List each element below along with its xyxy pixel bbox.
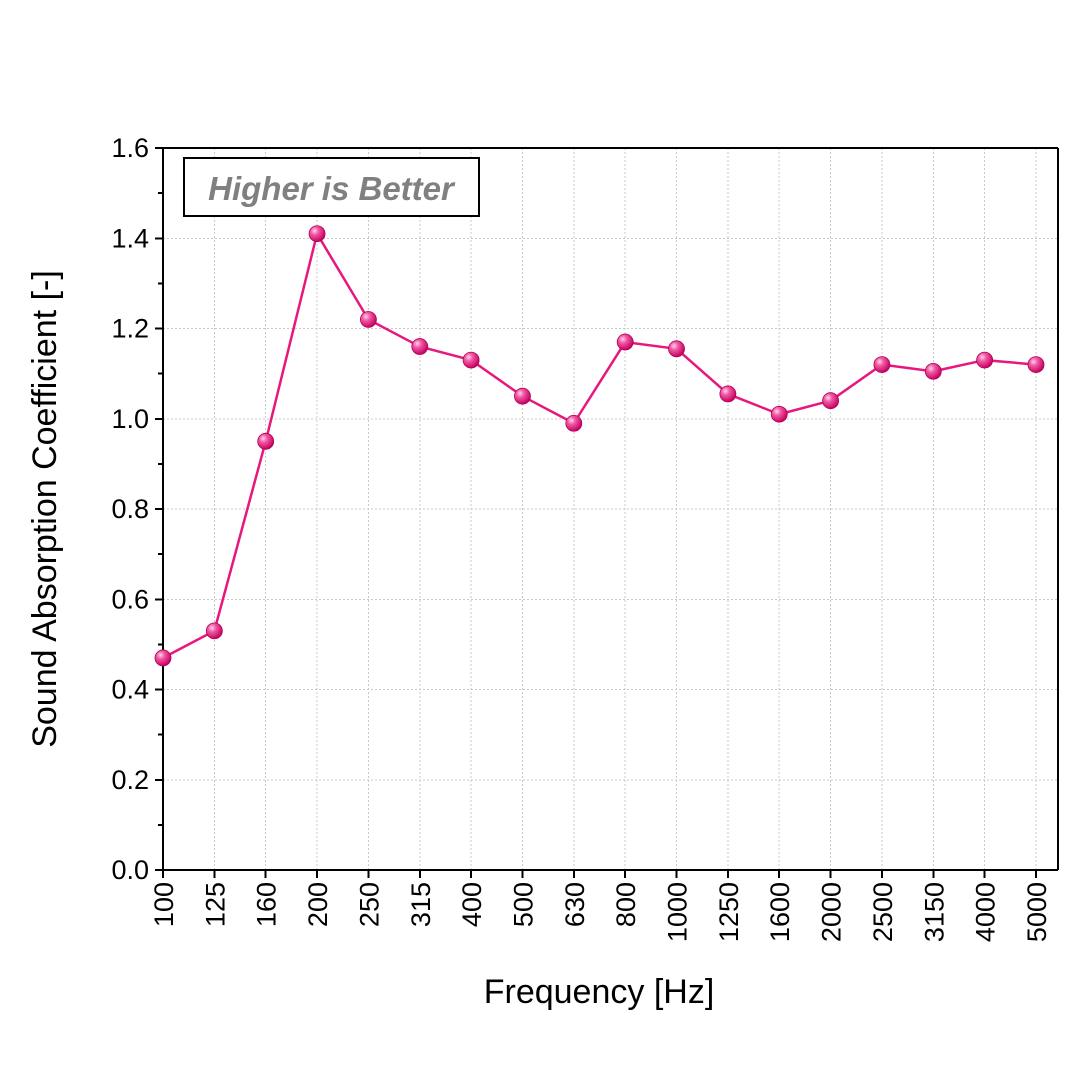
x-tick-label: 630: [560, 882, 590, 927]
data-point: [976, 351, 994, 369]
x-tick-label: 2500: [868, 882, 898, 942]
data-point: [616, 333, 634, 351]
x-tick-label: 200: [303, 882, 333, 927]
data-point: [308, 225, 326, 243]
axes: [162, 147, 1059, 871]
x-tick-label: 125: [200, 882, 230, 927]
data-point: [411, 338, 429, 355]
y-tick-label: 1.0: [111, 404, 149, 434]
grid: [163, 148, 1058, 870]
data-point: [873, 356, 891, 374]
x-tick-label: 3150: [919, 882, 949, 942]
data-point: [770, 405, 788, 423]
series: [154, 225, 1045, 667]
x-tick-label: 100: [149, 882, 179, 927]
data-point: [462, 351, 480, 369]
data-point: [668, 340, 685, 358]
annotation: Higher is Better: [183, 157, 480, 217]
x-tick-label: 800: [611, 882, 641, 927]
y-tick-label: 1.2: [111, 314, 149, 344]
x-tick-label: 1600: [765, 882, 795, 942]
x-tick-label: 4000: [971, 882, 1001, 942]
x-tick-label: 1250: [714, 882, 744, 942]
y-tick-label: 1.4: [111, 223, 149, 253]
data-point: [257, 432, 275, 450]
data-point: [1027, 356, 1045, 374]
data-point: [154, 649, 172, 667]
data-point: [719, 385, 737, 403]
y-tick-label: 0.4: [111, 675, 149, 705]
y-tick-label: 0.0: [111, 855, 149, 885]
annotation-box: [183, 157, 480, 217]
x-tick-label: 1000: [663, 882, 693, 942]
x-tick-label: 250: [354, 882, 384, 927]
x-tick-label: 315: [406, 882, 436, 927]
y-axis-title: Sound Absorption Coefficient [-]: [26, 270, 64, 748]
data-point: [822, 392, 839, 410]
x-tick-label: 500: [508, 882, 538, 927]
y-tick-label: 0.8: [111, 494, 149, 524]
annotation-text: Higher is Better: [208, 170, 456, 207]
series-line: [162, 232, 1037, 660]
data-point: [565, 414, 583, 432]
x-axis-title: Frequency [Hz]: [484, 973, 715, 1011]
y-tick-label: 0.2: [111, 765, 149, 795]
x-tick-label: 160: [252, 882, 282, 927]
x-tick-label: 400: [457, 882, 487, 927]
data-point: [514, 387, 531, 405]
x-tick-label: 2000: [817, 882, 847, 942]
y-tick-label: 1.6: [111, 133, 149, 163]
y-tick-label: 0.6: [111, 584, 149, 614]
data-point: [924, 362, 942, 380]
data-point: [205, 622, 223, 640]
ticks: 0.0 0.2 0.4 0.6 0.8 1.0 1.2 1.4 1.6 100 125 160 200 2…: [111, 133, 1052, 942]
data-point: [360, 311, 377, 328]
x-tick-label: 5000: [1022, 882, 1052, 942]
